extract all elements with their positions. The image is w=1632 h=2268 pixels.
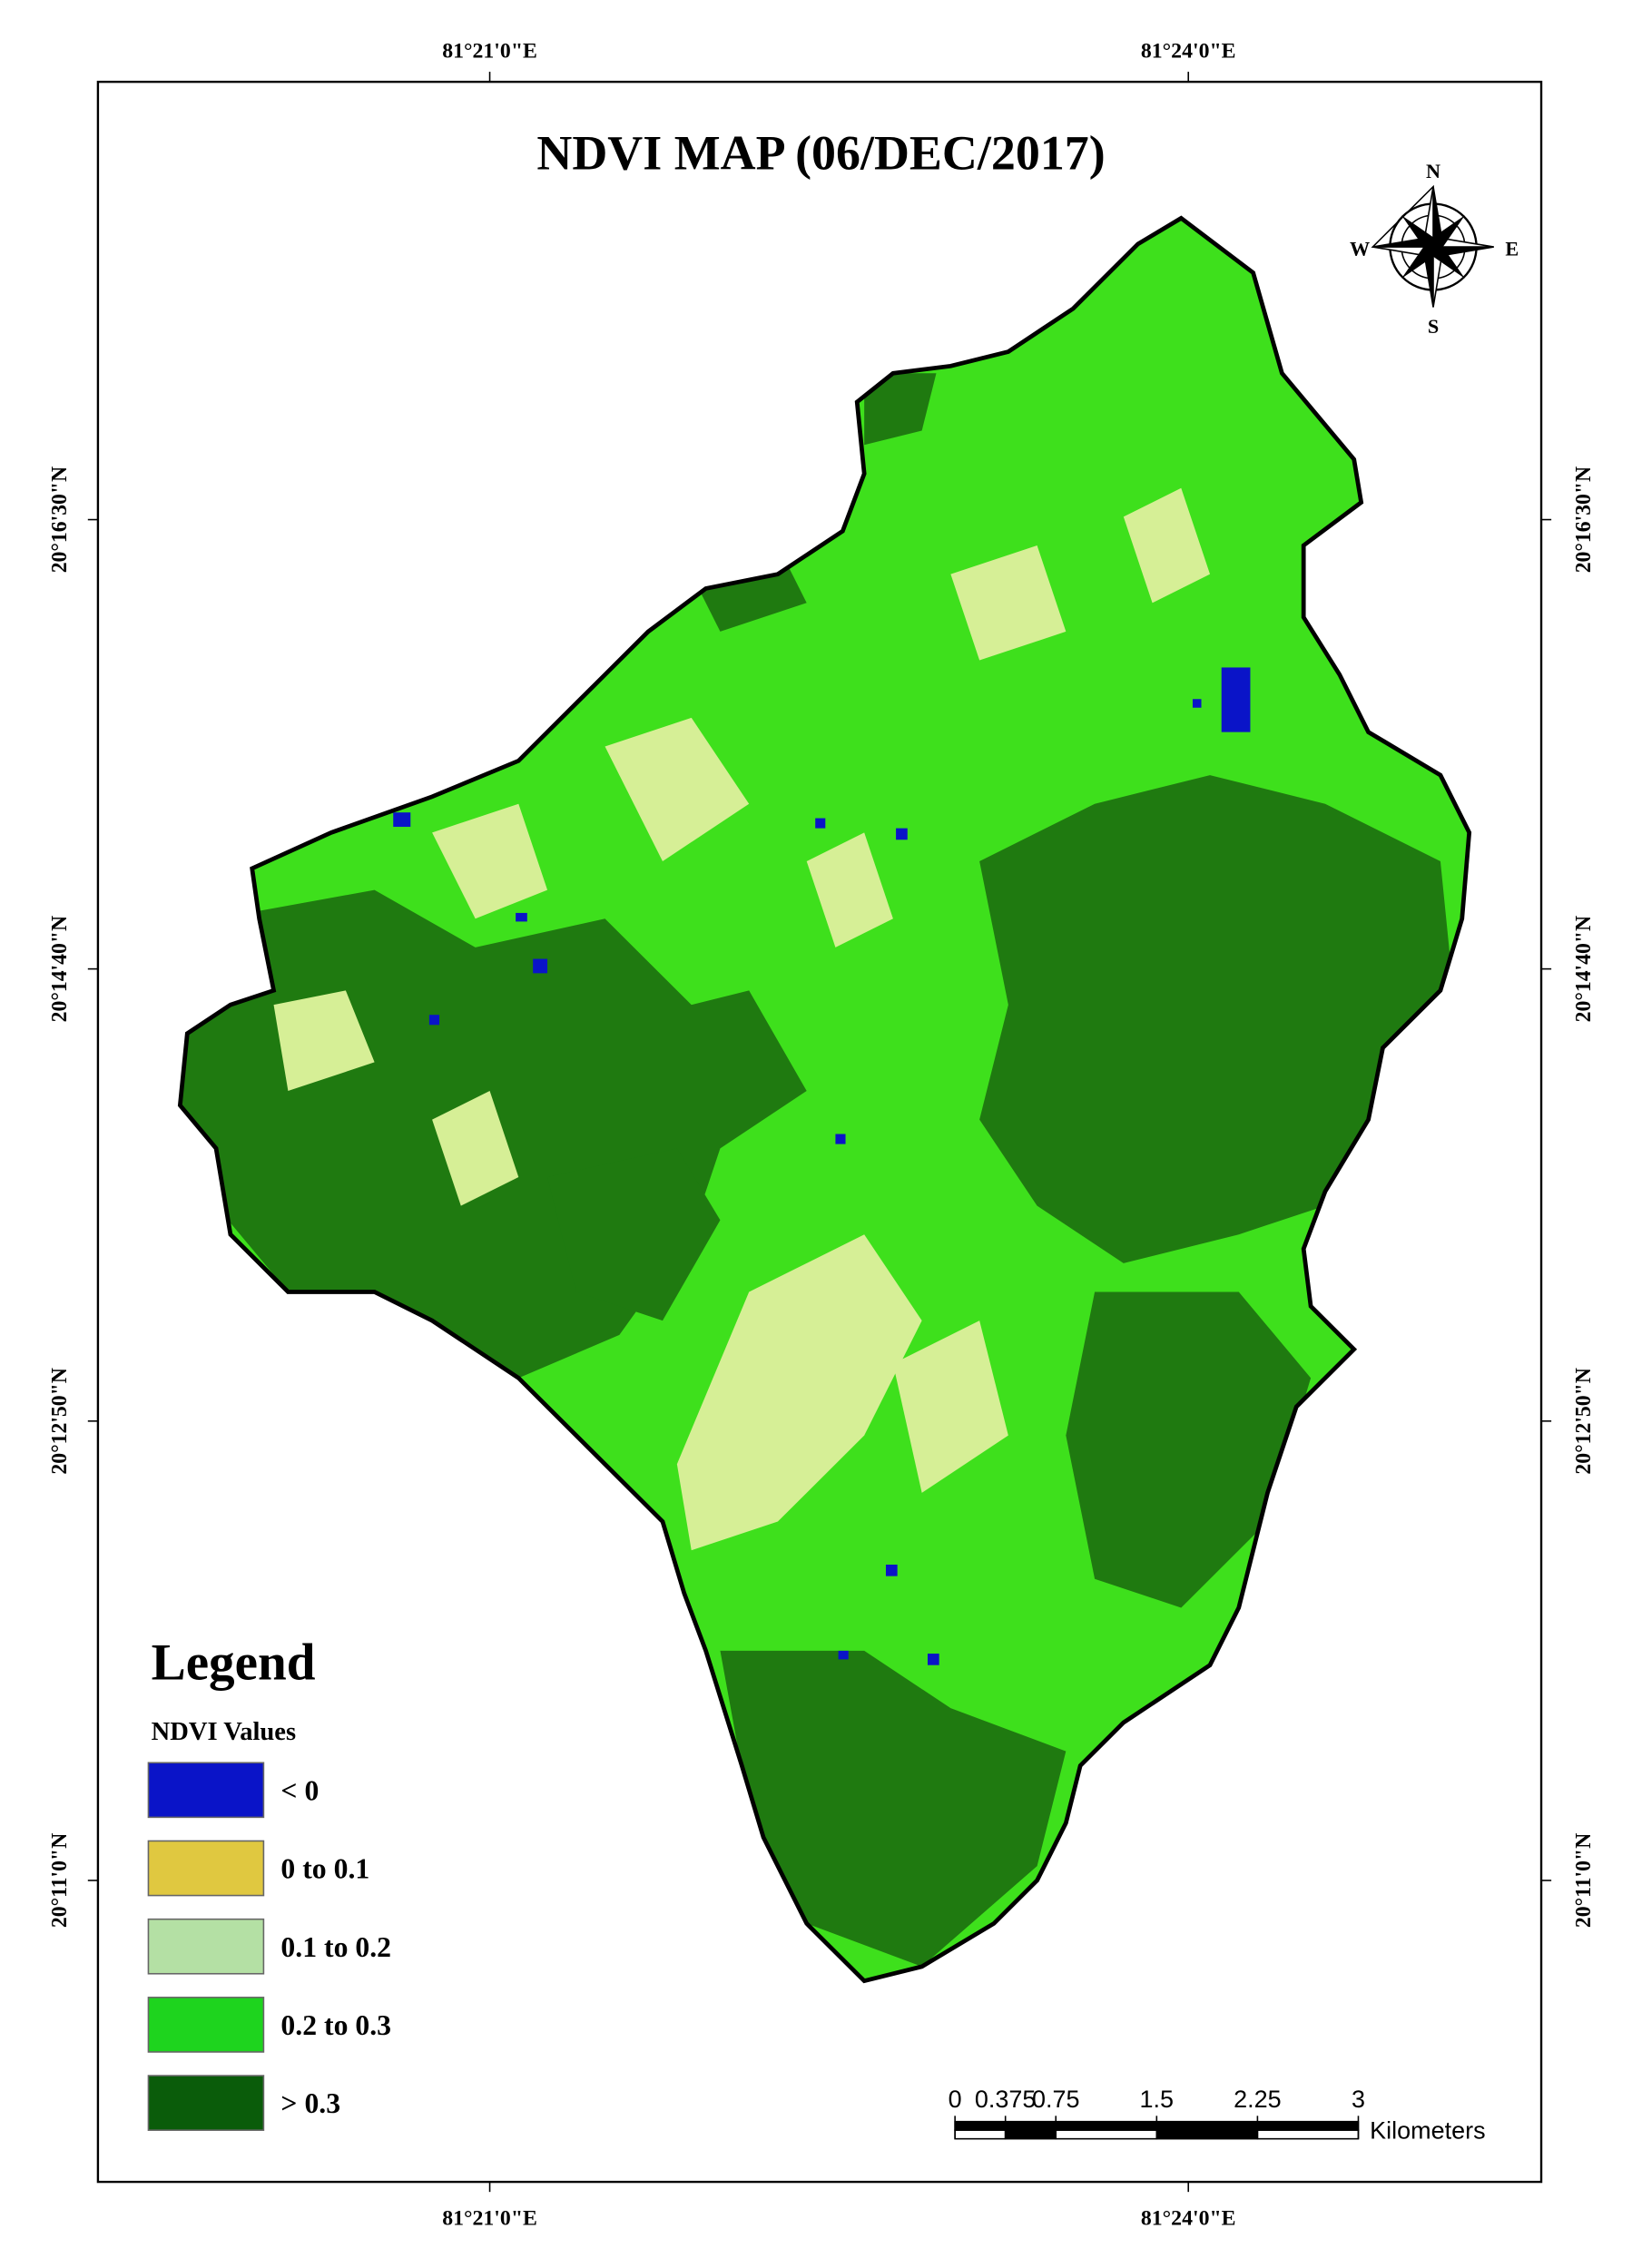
legend-swatch xyxy=(147,1840,265,1897)
map-frame xyxy=(96,80,1543,2184)
legend: < 0 0 to 0.1 0.1 to 0.2 0.2 to 0.3 > 0.3 xyxy=(147,1762,391,2131)
scale-segment xyxy=(1256,2129,1360,2140)
longitude-label: 81°21'0"E xyxy=(442,2207,537,2231)
latitude-label: 20°12'50"N xyxy=(48,1368,72,1474)
scale-unit: Kilometers xyxy=(1370,2117,1485,2145)
legend-label: 0.1 to 0.2 xyxy=(280,1931,391,1963)
scale-segment xyxy=(1055,2120,1158,2131)
latitude-label: 20°16'30"N xyxy=(1572,466,1596,573)
scale-segment xyxy=(1155,2120,1259,2131)
latitude-label: 20°11'0"N xyxy=(1572,1833,1596,1928)
map-title: NDVI MAP (06/DEC/2017) xyxy=(536,126,1105,181)
compass-n: N xyxy=(1426,160,1440,182)
legend-swatch xyxy=(147,1762,265,1819)
graticule: 81°21'0"E 81°21'0"E 81°24'0"E 81°24'0"E 20°1… xyxy=(48,39,1596,2230)
longitude-label: 81°24'0"E xyxy=(1141,39,1236,63)
legend-swatch xyxy=(147,2075,265,2131)
legend-swatch xyxy=(147,1997,265,2053)
scale-label: 0.75 xyxy=(1032,2086,1079,2113)
scale-segment xyxy=(1004,2129,1057,2140)
scale-segment xyxy=(954,2120,1007,2131)
scale-segment xyxy=(1055,2129,1158,2140)
scale-segment xyxy=(1004,2120,1057,2131)
scale-label: 0.375 xyxy=(975,2086,1036,2113)
latitude-label: 20°14'40"N xyxy=(48,916,72,1022)
scale-label: 0 xyxy=(949,2086,962,2113)
scale-label: 3 xyxy=(1352,2086,1365,2113)
scale-segment xyxy=(954,2129,1007,2140)
legend-swatch xyxy=(147,1918,265,1975)
legend-title: Legend xyxy=(152,1635,316,1692)
legend-label: > 0.3 xyxy=(280,2087,340,2119)
compass-w: W xyxy=(1350,238,1370,260)
scale-segment xyxy=(1256,2120,1360,2131)
legend-label: 0 to 0.1 xyxy=(280,1853,369,1885)
latitude-label: 20°11'0"N xyxy=(48,1833,72,1928)
ndvi-raster xyxy=(180,218,1470,1981)
legend-subtitle: NDVI Values xyxy=(152,1718,296,1746)
longitude-label: 81°24'0"E xyxy=(1141,2207,1236,2231)
compass-s: S xyxy=(1428,315,1439,338)
compass-e: E xyxy=(1505,238,1519,260)
latitude-label: 20°12'50"N xyxy=(1572,1368,1596,1474)
scale-label: 2.25 xyxy=(1234,2086,1281,2113)
latitude-label: 20°16'30"N xyxy=(48,466,72,573)
north-arrow: N S E W xyxy=(1350,160,1519,338)
latitude-label: 20°14'40"N xyxy=(1572,916,1596,1022)
scale-segment xyxy=(1155,2129,1259,2140)
longitude-label: 81°21'0"E xyxy=(442,39,537,63)
legend-label: < 0 xyxy=(280,1774,319,1806)
legend-label: 0.2 to 0.3 xyxy=(280,2009,391,2041)
scale-label: 1.5 xyxy=(1140,2086,1175,2113)
